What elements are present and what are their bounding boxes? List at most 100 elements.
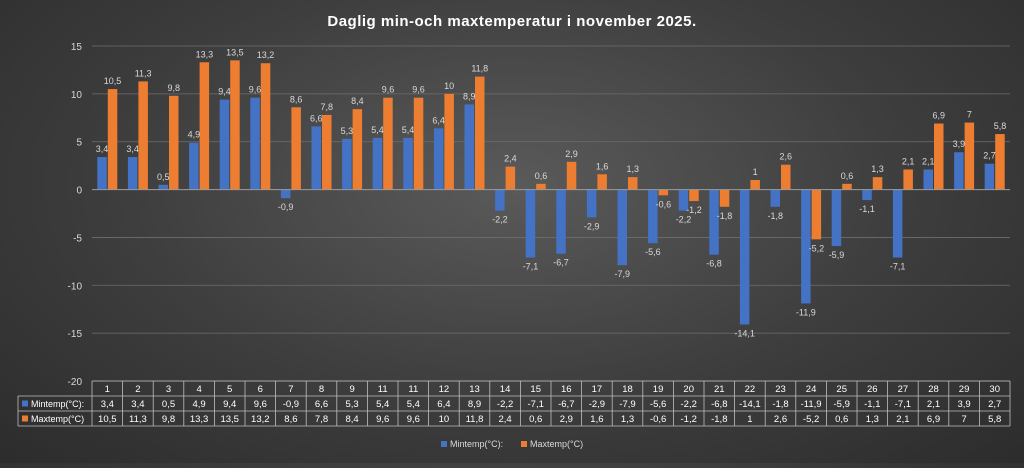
data-label: -1,2 — [686, 205, 702, 215]
data-label: 1,3 — [871, 164, 884, 174]
table-cell: 1,3 — [866, 414, 879, 425]
table-cell: 0,5 — [162, 399, 175, 410]
table-cell: -1,8 — [711, 414, 727, 425]
table-category-label: 18 — [622, 384, 633, 395]
data-label: -0,6 — [656, 199, 672, 209]
bar — [495, 189, 505, 211]
bar — [291, 107, 301, 190]
bar — [872, 177, 883, 190]
y-tick-label: -10 — [68, 281, 83, 292]
table-cell: 13,2 — [251, 414, 270, 425]
bar — [250, 97, 260, 190]
data-label: 1,6 — [596, 161, 609, 171]
table-cell: 7,8 — [315, 414, 328, 425]
data-label: 1 — [753, 167, 758, 177]
table-cell: -2,9 — [589, 399, 605, 410]
data-label: 6,9 — [932, 111, 945, 121]
table-cell: 3,9 — [957, 399, 970, 410]
y-tick-label: -15 — [68, 329, 83, 340]
data-label: 8,9 — [463, 91, 476, 101]
bar — [586, 189, 597, 218]
bar — [444, 93, 454, 190]
data-label: 7,8 — [320, 102, 333, 112]
table-cell: -1,2 — [681, 414, 697, 425]
bar — [138, 81, 148, 190]
data-label: 4,9 — [188, 130, 201, 140]
table-cell: -7,9 — [619, 399, 635, 410]
bar — [219, 99, 230, 190]
table-cell: -5,9 — [834, 399, 850, 410]
table-cell: 11,8 — [466, 414, 484, 425]
table-cell: 3,4 — [131, 399, 144, 410]
table-cell: -6,7 — [558, 399, 574, 410]
table-cell: 13,5 — [220, 414, 239, 425]
table-cell: 5,3 — [345, 399, 358, 410]
bar — [597, 174, 607, 190]
bar — [311, 126, 321, 190]
data-label: 3,9 — [953, 139, 966, 149]
table-cell: 6,4 — [437, 399, 450, 410]
table-cell: -2,2 — [497, 399, 513, 410]
table-category-label: 11 — [378, 384, 388, 395]
data-label: 9,4 — [218, 87, 231, 97]
table-cell: 7 — [961, 414, 966, 425]
table-category-label: 1 — [105, 384, 110, 395]
table-category-label: 12 — [439, 384, 450, 395]
table-category-label: 9 — [349, 384, 354, 395]
table-cell: -1,1 — [864, 399, 880, 410]
bar — [719, 189, 730, 207]
table-cell: 2,7 — [988, 399, 1001, 410]
table-category-label: 21 — [714, 384, 725, 395]
data-label: 9,8 — [167, 83, 180, 93]
data-label: -5,6 — [645, 247, 661, 257]
table-category-label: 29 — [959, 384, 970, 395]
table-cell: 2,4 — [498, 414, 511, 425]
bar — [97, 157, 107, 190]
bar — [372, 137, 383, 190]
data-label: 1,3 — [626, 164, 639, 174]
data-label: -1,1 — [859, 204, 875, 214]
bar — [383, 97, 393, 190]
data-label: 3,4 — [96, 144, 109, 154]
table-cell: 5,4 — [407, 399, 420, 410]
table-category-label: 5 — [227, 384, 232, 395]
table-cell: 10 — [439, 414, 450, 425]
data-label: 10 — [444, 81, 454, 91]
bar — [781, 164, 791, 190]
table-category-label: 4 — [196, 384, 201, 395]
data-label: -1,8 — [767, 211, 783, 221]
data-label: -1,8 — [717, 211, 733, 221]
table-cell: 9,6 — [254, 399, 267, 410]
table-legend-key — [22, 400, 28, 407]
table-category-label: 28 — [928, 384, 939, 395]
table-cell: 8,4 — [345, 414, 358, 425]
bar — [648, 189, 658, 244]
data-label: 2,1 — [922, 156, 935, 166]
data-label: -6,8 — [706, 259, 722, 269]
table-category-label: 13 — [469, 384, 480, 395]
table-cell: 8,9 — [468, 399, 481, 410]
data-label: 13,5 — [226, 47, 244, 57]
data-label: 5,4 — [402, 125, 415, 135]
data-label: 5,8 — [994, 121, 1007, 131]
table-cell: 2,1 — [896, 414, 909, 425]
bar — [505, 166, 516, 190]
y-tick-label: 10 — [71, 90, 83, 101]
table-cell: 3,4 — [101, 399, 114, 410]
data-label: 6,4 — [432, 115, 445, 125]
table-category-label: 27 — [898, 384, 909, 395]
bar — [464, 104, 474, 190]
table-cell: 11,3 — [129, 414, 147, 425]
table-series-name: Mintemp(°C): — [31, 399, 84, 409]
data-label: 2,7 — [983, 151, 996, 161]
bar — [903, 169, 913, 190]
bar — [322, 114, 332, 190]
bar — [280, 189, 291, 199]
bar — [678, 189, 689, 211]
data-label: 2,1 — [902, 156, 915, 166]
table-cell: -1,8 — [772, 399, 788, 410]
data-label: 11,3 — [135, 68, 152, 78]
table-category-label: 15 — [530, 384, 541, 395]
data-label: -7,1 — [523, 262, 539, 272]
